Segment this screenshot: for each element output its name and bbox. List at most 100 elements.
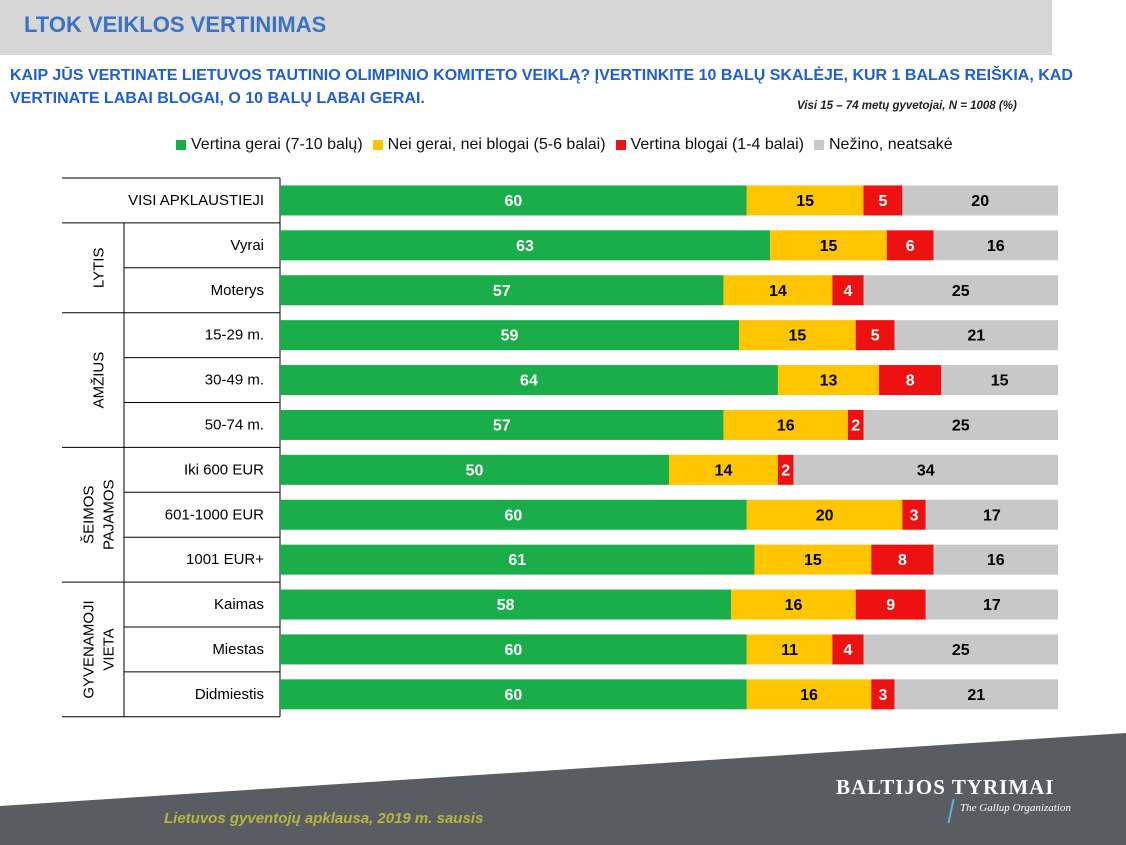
data-label: 15 — [796, 193, 814, 210]
bar-segment — [746, 185, 864, 216]
category-label: Miestas — [212, 641, 264, 658]
data-label: 5 — [871, 328, 880, 345]
bar-segment — [723, 409, 848, 440]
footer-note: Lietuvos gyventojų apklausa, 2019 m. sau… — [164, 810, 484, 827]
data-label: 2 — [851, 417, 860, 434]
data-label: 13 — [820, 373, 838, 390]
data-label: 15 — [820, 238, 838, 255]
legend-item: Nežino, neatsakė — [814, 136, 953, 154]
category-label: Iki 600 EUR — [184, 461, 264, 478]
data-label: 60 — [505, 687, 523, 704]
bar-segment — [280, 589, 732, 620]
group-label: AMŽIUS — [91, 352, 108, 409]
legend-swatch — [814, 140, 824, 150]
bar-segment — [925, 589, 1058, 620]
group-label: ŠEIMOS — [81, 486, 98, 544]
bar-segment — [754, 544, 872, 575]
legend-label: Nei gerai, nei blogai (5-6 balai) — [387, 136, 606, 153]
data-label: 59 — [501, 328, 519, 345]
data-label: 15 — [788, 328, 806, 345]
data-label: 8 — [898, 552, 907, 569]
bar-segment — [777, 454, 794, 485]
data-label: 50 — [466, 462, 484, 479]
legend-swatch — [176, 140, 186, 150]
bar-segment — [863, 634, 1058, 665]
bar-segment — [777, 365, 880, 396]
data-label: 64 — [520, 373, 538, 390]
bar-segment — [746, 499, 903, 530]
bar-segment — [863, 185, 903, 216]
data-label: 16 — [785, 597, 803, 614]
data-label: 2 — [781, 462, 790, 479]
data-label: 34 — [917, 462, 935, 479]
bar-segment — [746, 634, 833, 665]
data-label: 15 — [804, 552, 822, 569]
data-label: 20 — [816, 507, 834, 524]
bar-segment — [723, 275, 833, 306]
bar-segment — [832, 634, 864, 665]
data-label: 8 — [906, 373, 915, 390]
category-label: 30-49 m. — [205, 372, 264, 389]
legend-item: Vertina blogai (1-4 balai) — [615, 136, 804, 154]
legend-label: Vertina gerai (7-10 balų) — [191, 136, 363, 153]
group-label: GYVENAMOJI — [81, 600, 98, 698]
data-label: 16 — [987, 552, 1005, 569]
bar-segment — [863, 275, 1058, 306]
bar-segment — [902, 499, 926, 530]
data-label: 25 — [952, 417, 970, 434]
data-label: 6 — [906, 238, 915, 255]
data-label: 16 — [800, 687, 818, 704]
data-label: 16 — [777, 417, 795, 434]
data-label: 60 — [505, 642, 523, 659]
data-label: 15 — [991, 373, 1009, 390]
data-label: 5 — [878, 193, 887, 210]
data-label: 21 — [967, 687, 985, 704]
bar-segment — [933, 230, 1058, 261]
bar-segment — [280, 320, 740, 351]
category-label: 601-1000 EUR — [165, 506, 264, 523]
data-label: 14 — [769, 283, 787, 300]
data-label: 63 — [516, 238, 534, 255]
bar-segment — [933, 544, 1058, 575]
title-bar: LTOK VEIKLOS VERTINIMAS — [0, 0, 1052, 55]
group-label: LYTIS — [91, 248, 108, 289]
bar-segment — [669, 454, 778, 485]
bar-segment — [925, 499, 1058, 530]
bar-segment — [847, 409, 864, 440]
bar-segment — [832, 275, 864, 306]
data-label: 25 — [952, 283, 970, 300]
bar-segment — [879, 365, 942, 396]
category-label: 50-74 m. — [205, 416, 264, 433]
bar-segment — [280, 275, 724, 306]
data-label: 3 — [910, 507, 919, 524]
category-label: Didmiestis — [195, 686, 264, 703]
category-label: VISI APKLAUSTIEJI — [128, 192, 264, 209]
data-label: 25 — [952, 642, 970, 659]
group-label: VIETA — [101, 628, 118, 670]
sample-note: Visi 15 – 74 metų gyvetojai, N = 1008 (%… — [797, 100, 1017, 112]
bar-segment — [871, 679, 895, 710]
data-label: 60 — [505, 507, 523, 524]
bar-segment — [871, 544, 934, 575]
bar-segment — [280, 634, 747, 665]
data-label: 57 — [493, 283, 511, 300]
legend-swatch — [615, 140, 626, 150]
bar-segment — [280, 544, 755, 575]
bar-segment — [894, 679, 1058, 710]
data-label: 21 — [967, 328, 985, 345]
question-text: KAIP JŪS VERTINATE LIETUVOS TAUTINIO OLI… — [10, 67, 1073, 107]
bar-segment — [280, 454, 669, 485]
bar-segment — [739, 320, 856, 351]
data-label: 14 — [715, 462, 733, 479]
legend-item: Nei gerai, nei blogai (5-6 balai) — [372, 136, 606, 154]
chart-legend: Vertina gerai (7-10 balų) Nei gerai, nei … — [176, 134, 963, 156]
bar-segment — [894, 320, 1058, 351]
bar-segment — [863, 409, 1058, 440]
category-label: Kaimas — [214, 596, 264, 613]
data-label: 4 — [843, 642, 852, 659]
data-label: 57 — [493, 417, 511, 434]
data-label: 61 — [508, 552, 526, 569]
category-label: 15-29 m. — [205, 327, 264, 344]
